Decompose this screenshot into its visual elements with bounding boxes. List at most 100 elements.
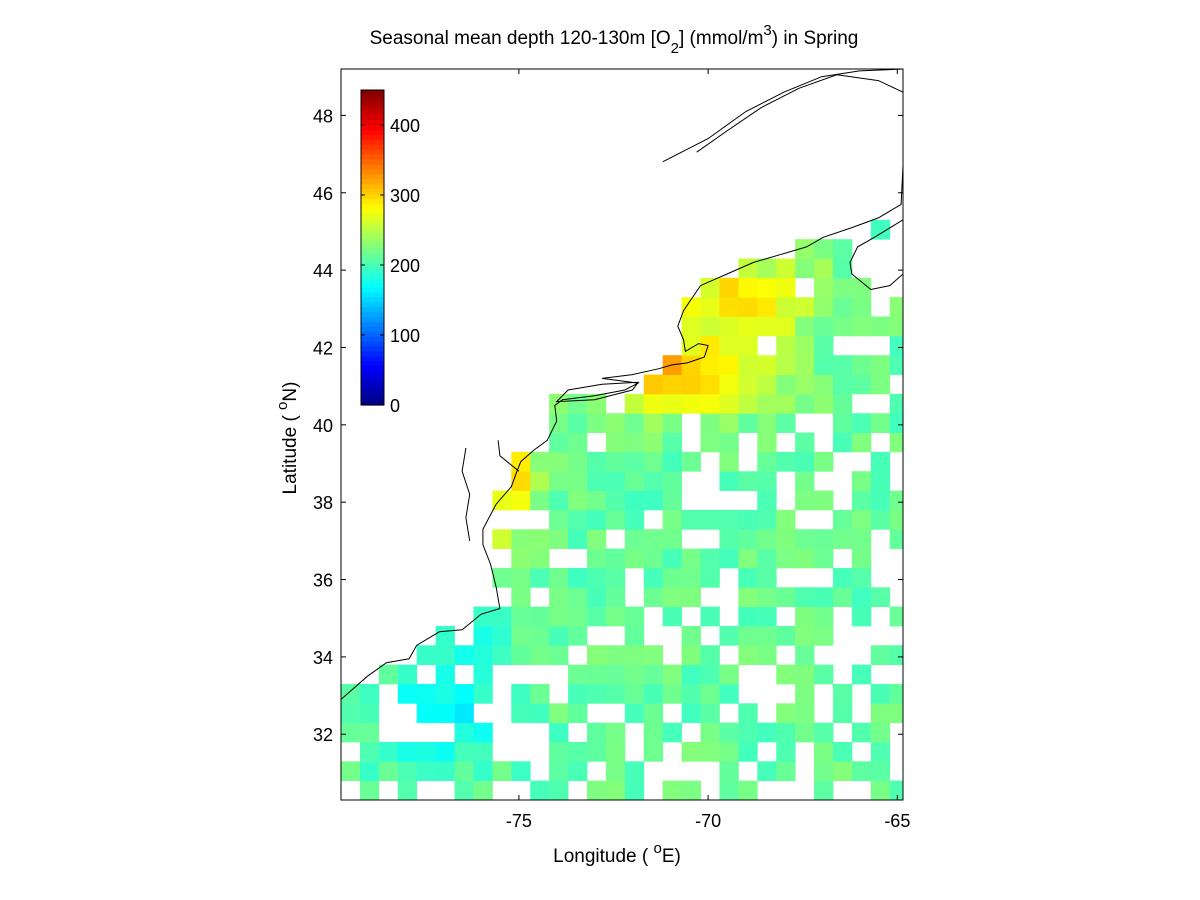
heatmap-cell	[738, 625, 758, 646]
heatmap-cell	[416, 761, 437, 782]
heatmap-cell	[341, 703, 361, 724]
heatmap-cell	[870, 219, 891, 240]
heatmap-cell	[473, 780, 493, 800]
heatmap-cell	[870, 374, 891, 395]
colorbar-band	[361, 222, 384, 229]
heatmap-cell	[814, 451, 834, 472]
heatmap-cell	[416, 645, 437, 666]
heatmap-cell	[643, 393, 664, 414]
heatmap-cell	[454, 761, 474, 782]
heatmap-cell	[662, 432, 682, 453]
y-axis: 32 34 36 38 40 42 44 46 48	[313, 106, 903, 745]
heatmap-cell	[643, 645, 664, 666]
heatmap-cell	[549, 471, 569, 491]
heatmap-cell	[549, 393, 569, 414]
colorbar-band	[361, 252, 384, 258]
colorbar-band	[361, 168, 384, 175]
heatmap-cell	[511, 567, 531, 588]
y-tick-label: 36	[313, 571, 333, 591]
heatmap-cell	[681, 355, 701, 375]
colorbar-band	[361, 178, 384, 185]
heatmap-cell	[341, 722, 361, 743]
heatmap-cell	[700, 374, 720, 395]
colorbar-band	[361, 272, 384, 278]
heatmap-cell	[776, 393, 796, 414]
colorbar-band	[361, 375, 384, 381]
heatmap-cell	[738, 335, 758, 356]
heatmap-cell	[795, 451, 815, 472]
heatmap-cell	[378, 741, 399, 762]
y-tick-label: 48	[313, 106, 333, 126]
heatmap-cell	[586, 548, 607, 569]
heatmap-cell	[814, 548, 834, 569]
heatmap-cell	[719, 683, 739, 704]
heatmap-cell	[719, 625, 739, 646]
heatmap-cell	[624, 393, 645, 414]
heatmap-cell	[870, 683, 891, 704]
colorbar-band	[361, 173, 384, 180]
heatmap-cell	[643, 529, 664, 549]
heatmap-cell	[719, 741, 739, 762]
heatmap-cell	[605, 645, 626, 666]
colorbar: 0 100 200 300 400	[360, 89, 420, 416]
heatmap-cell	[719, 374, 739, 395]
colorbar-band	[361, 385, 384, 391]
heatmap-cell	[776, 451, 796, 472]
heatmap-cell	[586, 741, 607, 762]
colorbar-band	[361, 257, 384, 263]
heatmap-cell	[814, 587, 834, 608]
heatmap-cell	[851, 606, 872, 627]
heatmap-cell	[776, 509, 796, 530]
heatmap-cell	[359, 683, 380, 704]
heatmap-cell	[435, 683, 455, 704]
heatmap-cell	[662, 509, 682, 530]
heatmap-cell	[586, 567, 607, 588]
heatmap-cell	[719, 355, 739, 375]
heatmap-cell	[738, 741, 758, 762]
heatmap-cell	[605, 606, 626, 627]
heatmap-cell	[700, 297, 720, 317]
heatmap-cell	[776, 703, 796, 724]
heatmap-cell	[605, 683, 626, 704]
colorbar-band	[361, 316, 384, 322]
heatmap-cell	[435, 741, 455, 762]
heatmap-cell	[624, 625, 645, 646]
heatmap-cell	[757, 451, 777, 472]
colorbar-band	[361, 203, 384, 209]
heatmap-cell	[492, 645, 512, 666]
heatmap-cell	[700, 393, 720, 414]
heatmap-cell	[511, 761, 531, 782]
y-tick-label: 38	[313, 493, 333, 513]
heatmap-cell	[757, 761, 777, 782]
heatmap-cell	[416, 703, 437, 724]
heatmap-cell	[605, 490, 626, 511]
heatmap-cell	[757, 374, 777, 395]
heatmap-cell	[700, 316, 720, 337]
heatmap-cell	[851, 509, 872, 530]
heatmap-cell	[586, 529, 607, 549]
heatmap-cell	[814, 355, 834, 375]
heatmap-cell	[814, 297, 834, 317]
heatmap-cell	[814, 393, 834, 414]
heatmap-cell	[757, 587, 777, 608]
heatmap-cell	[851, 490, 872, 511]
heatmap-cell	[549, 625, 569, 646]
x-tick-label: -65	[884, 811, 910, 831]
heatmap-cell	[511, 587, 531, 608]
colorbar-band	[361, 380, 384, 386]
heatmap-cell	[870, 703, 891, 724]
heatmap-cell	[757, 490, 777, 511]
heatmap-cell	[624, 490, 645, 511]
heatmap-cell	[549, 703, 569, 724]
heatmap-cell	[530, 606, 550, 627]
heatmap-cell	[568, 625, 588, 646]
coastline	[341, 69, 903, 700]
heatmap-cell	[851, 355, 872, 375]
heatmap-cell	[795, 316, 815, 337]
heatmap-cell	[700, 548, 720, 569]
colorbar-ticks: 0 100 200 300 400	[361, 116, 420, 416]
colorbar-band	[361, 326, 384, 332]
chart-title: Seasonal mean depth 120-130m [O2] (mmol/…	[370, 22, 859, 57]
colorbar-band	[361, 149, 384, 155]
heatmap-cell	[700, 509, 720, 530]
